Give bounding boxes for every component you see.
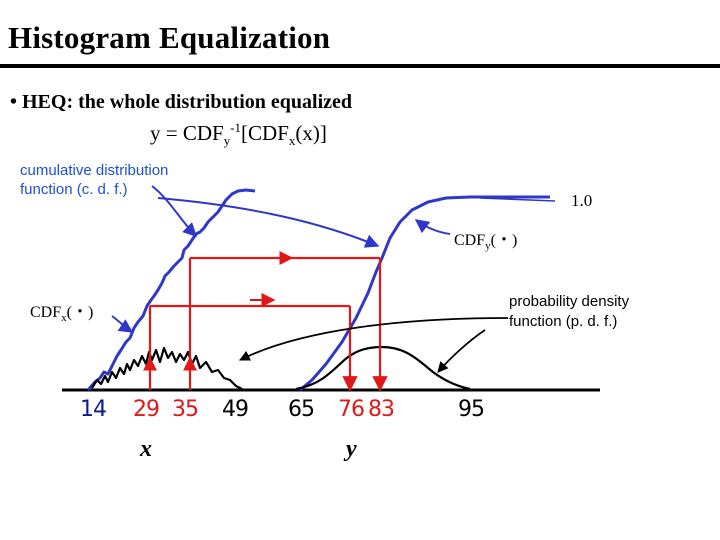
arrow-pdf-to-x xyxy=(239,317,509,361)
cdf-annotation: cumulative distribution function (c. d. … xyxy=(20,161,168,199)
axis-variable-y: y xyxy=(346,436,357,462)
tick-29: 29 xyxy=(133,397,160,422)
pdf-annotation-line1: probability density xyxy=(509,293,630,310)
cdfx-label: CDFx(・) xyxy=(30,298,93,324)
cdfy-curve xyxy=(299,195,550,392)
axis-variable-x: x xyxy=(140,436,152,462)
tick-14: 14 xyxy=(80,397,107,422)
cdfx-curve xyxy=(86,188,256,391)
formula-sup: -1 xyxy=(230,120,242,135)
cdfy-label: CDFy(・) xyxy=(454,226,517,252)
slide-title: Histogram Equalization xyxy=(8,20,331,55)
cdfx-main: CDF xyxy=(30,304,62,321)
arrow-pdf-to-y xyxy=(437,329,486,373)
arrow-cdfx-label xyxy=(111,315,134,333)
cdfy-sub: y xyxy=(485,240,491,253)
cdf-annotation-line1: cumulative distribution xyxy=(20,162,169,179)
pdf-annotation-line2: function (p. d. f.) xyxy=(509,313,618,330)
formula-rhs: (x)] xyxy=(295,121,327,145)
tick-49: 49 xyxy=(222,397,249,422)
cdfx-arg: (・) xyxy=(66,304,94,321)
tick-35: 35 xyxy=(172,397,199,422)
cdf-annotation-line2: function (c. d. f.) xyxy=(20,181,128,198)
pdfx-curve xyxy=(91,346,243,390)
tick-83: 83 xyxy=(368,397,395,422)
arrow-cdf-label-to-cdfy xyxy=(157,197,380,248)
cdfy-arg: (・) xyxy=(490,232,518,249)
pdfy-curve xyxy=(295,345,471,391)
title-divider xyxy=(0,64,720,68)
arrow-max-to-one xyxy=(479,197,556,202)
arrow-cdfy-label xyxy=(414,219,451,235)
bullet-heq: • HEQ: the whole distribution equalized xyxy=(10,91,353,113)
formula-sub-x: x xyxy=(288,133,296,149)
formula-lhs: y = CDF xyxy=(150,121,224,145)
arrow-cdf-label-to-cdfx xyxy=(151,185,197,237)
cdfx-sub: x xyxy=(61,312,67,325)
formula-mid: [CDF xyxy=(241,121,289,145)
tick-76: 76 xyxy=(338,397,365,422)
pdf-annotation: probability density function (p. d. f.) xyxy=(509,292,629,332)
tick-95: 95 xyxy=(458,397,485,422)
cdfy-main: CDF xyxy=(454,232,486,249)
cdf-max-label: 1.0 xyxy=(571,191,593,210)
formula-sub-y: y xyxy=(223,133,231,149)
tick-65: 65 xyxy=(288,397,315,422)
mapping-formula: y = CDFy-1[CDFx(x)] xyxy=(150,120,327,149)
